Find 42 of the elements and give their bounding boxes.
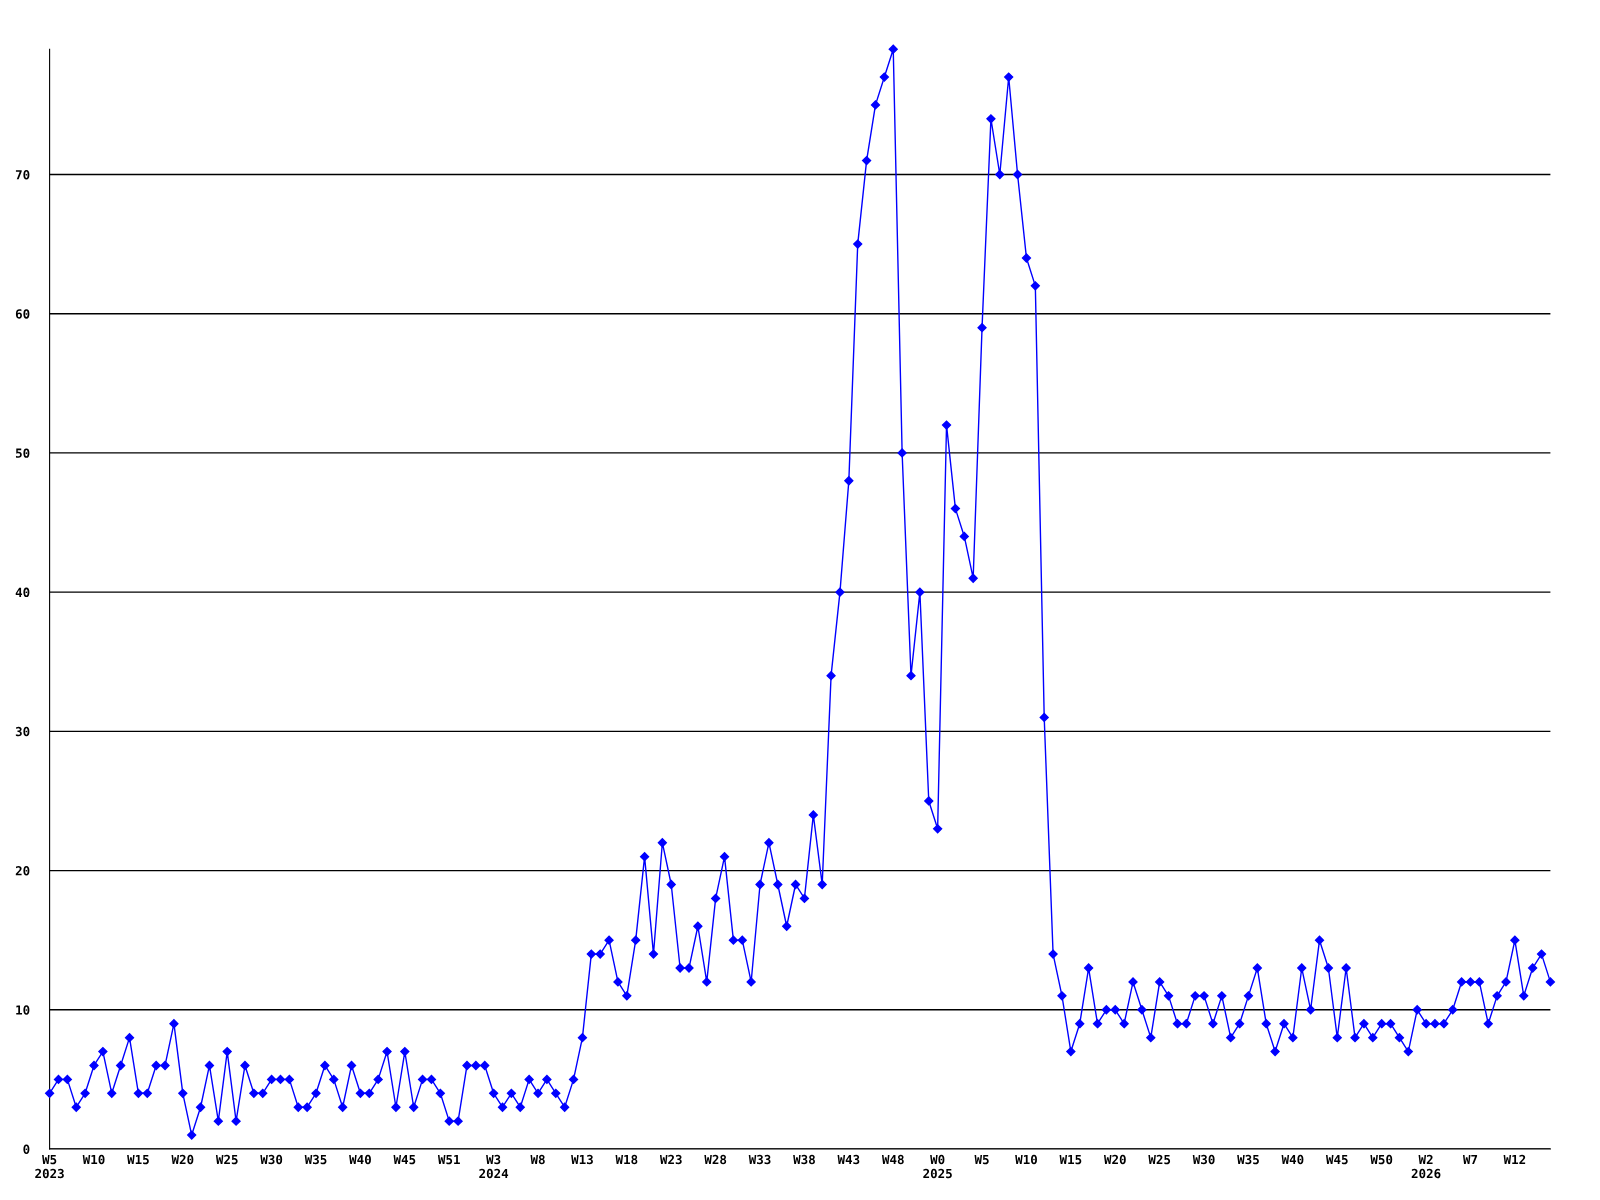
y-tick-label: 20	[15, 866, 30, 876]
x-tick-label: W40	[1281, 1154, 1304, 1165]
x-tick-label: W20	[1103, 1154, 1126, 1165]
x-tick-label: W12	[1503, 1154, 1526, 1165]
x-tick-label: W38	[793, 1154, 815, 1165]
x-tick-label: W25	[1148, 1154, 1171, 1165]
x-tick-label: W45	[393, 1154, 416, 1165]
x-tick-label: W8	[530, 1154, 545, 1165]
x-tick-label: W0 2025	[923, 1154, 952, 1179]
x-tick-label: W10	[1015, 1154, 1037, 1165]
x-tick-label: W51	[437, 1154, 460, 1165]
x-tick-label: W7	[1462, 1154, 1478, 1165]
y-tick-label: 50	[15, 448, 30, 458]
x-tick-label: W43	[837, 1154, 860, 1165]
y-tick-label: 40	[15, 587, 30, 598]
x-tick-label: W50	[1370, 1154, 1393, 1165]
x-tick-label: W45	[1325, 1154, 1348, 1165]
x-tick-label: W40	[349, 1154, 371, 1165]
x-tick-label: W20	[171, 1154, 194, 1165]
x-tick-label: W15	[1059, 1154, 1082, 1165]
x-tick-label: W28	[704, 1154, 727, 1165]
x-tick-label: W35	[304, 1154, 327, 1165]
y-tick-label: 60	[15, 309, 30, 319]
x-tick-label: W5 2023	[35, 1154, 64, 1179]
y-tick-label: 0	[23, 1144, 30, 1154]
y-tick-label: 70	[15, 169, 30, 180]
x-tick-label: W2 2026	[1411, 1154, 1441, 1179]
x-tick-label: W13	[571, 1154, 593, 1165]
x-tick-label: W10	[82, 1154, 105, 1165]
x-tick-label: W18	[615, 1154, 638, 1165]
x-tick-label: W5	[974, 1154, 989, 1165]
x-tick-label: W23	[659, 1154, 682, 1165]
x-tick-label: W25	[215, 1154, 238, 1165]
y-tick-label: 30	[15, 726, 30, 737]
x-tick-label: W15	[127, 1154, 149, 1165]
y-tick-label: 10	[16, 1005, 30, 1015]
x-tick-label: W33	[748, 1154, 771, 1165]
x-tick-label: W3 2024	[479, 1154, 509, 1179]
x-tick-label: W48	[881, 1154, 904, 1165]
x-tick-label: W35	[1237, 1154, 1259, 1165]
x-tick-label: W30	[1192, 1154, 1215, 1165]
x-tick-label: W30	[260, 1154, 283, 1165]
